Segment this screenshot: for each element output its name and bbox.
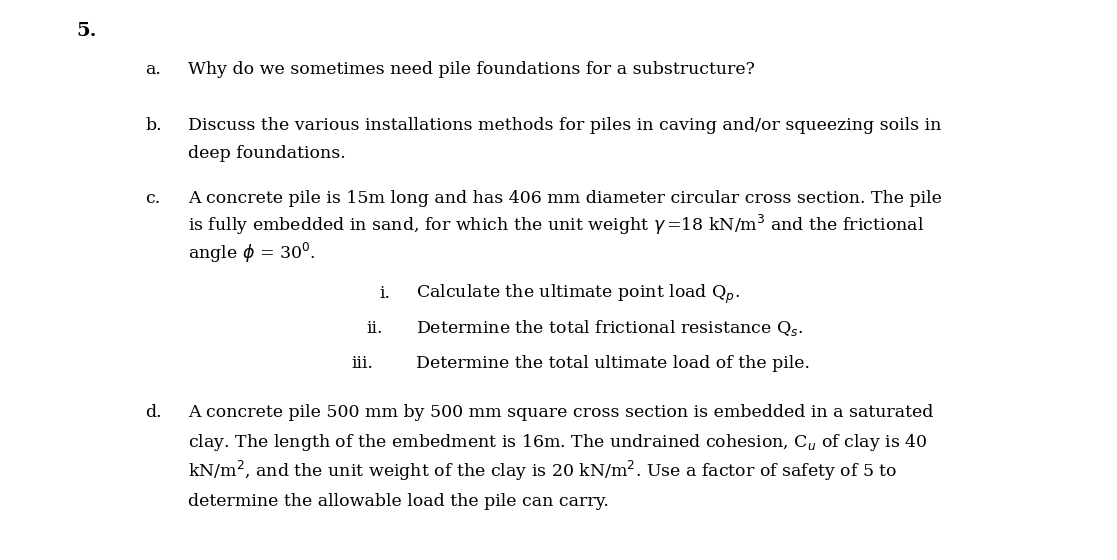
Text: c.: c. xyxy=(145,190,161,207)
Text: deep foundations.: deep foundations. xyxy=(188,145,345,162)
Text: i.: i. xyxy=(380,285,391,302)
Text: Discuss the various installations methods for piles in caving and/or squeezing s: Discuss the various installations method… xyxy=(188,117,941,134)
Text: Calculate the ultimate point load Q$_p$.: Calculate the ultimate point load Q$_p$. xyxy=(416,283,739,306)
Text: Why do we sometimes need pile foundations for a substructure?: Why do we sometimes need pile foundation… xyxy=(188,61,754,78)
Text: determine the allowable load the pile can carry.: determine the allowable load the pile ca… xyxy=(188,493,609,510)
Text: is fully embedded in sand, for which the unit weight $\gamma\,$=18 kN/m$^3$ and : is fully embedded in sand, for which the… xyxy=(188,213,924,237)
Text: Determine the total ultimate load of the pile.: Determine the total ultimate load of the… xyxy=(416,356,810,372)
Text: angle $\phi$ = 30$^0$.: angle $\phi$ = 30$^0$. xyxy=(188,241,315,265)
Text: ii.: ii. xyxy=(366,320,383,337)
Text: 5.: 5. xyxy=(76,22,96,40)
Text: A concrete pile 500 mm by 500 mm square cross section is embedded in a saturated: A concrete pile 500 mm by 500 mm square … xyxy=(188,404,933,421)
Text: d.: d. xyxy=(145,404,162,421)
Text: Determine the total frictional resistance Q$_s$.: Determine the total frictional resistanc… xyxy=(416,318,803,338)
Text: b.: b. xyxy=(145,117,162,134)
Text: kN/m$^2$, and the unit weight of the clay is 20 kN/m$^2$. Use a factor of safety: kN/m$^2$, and the unit weight of the cla… xyxy=(188,459,897,483)
Text: clay. The length of the embedment is 16m. The undrained cohesion, C$_u$ of clay : clay. The length of the embedment is 16m… xyxy=(188,432,927,453)
Text: A concrete pile is 15m long and has 406 mm diameter circular cross section. The : A concrete pile is 15m long and has 406 … xyxy=(188,190,942,207)
Text: iii.: iii. xyxy=(352,356,374,372)
Text: a.: a. xyxy=(145,61,161,78)
